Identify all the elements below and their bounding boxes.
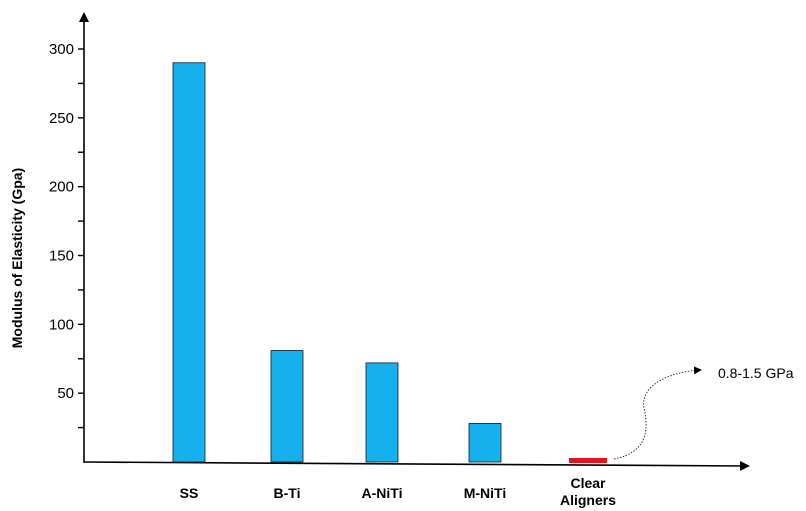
x-tick-label: A-NiTi bbox=[362, 485, 403, 501]
bar-b-ti bbox=[270, 350, 304, 463]
bars bbox=[172, 62, 607, 463]
bar-ss bbox=[172, 62, 206, 463]
x-axis-line bbox=[83, 460, 750, 471]
y-tick-label: 250 bbox=[49, 110, 74, 127]
y-tick-label: 50 bbox=[57, 385, 74, 402]
annotations: 0.8-1.5 GPa bbox=[613, 365, 794, 460]
annotation-arrow bbox=[613, 366, 702, 460]
y-tick-label: 300 bbox=[49, 41, 74, 58]
bar-a-niti bbox=[365, 362, 399, 463]
y-tick-label: 100 bbox=[49, 316, 74, 333]
bar-clear-aligners bbox=[569, 458, 607, 463]
x-tick-label: B-Ti bbox=[274, 485, 301, 501]
y-axis-title: Modulus of Elasticity (Gpa) bbox=[9, 168, 25, 348]
annotation-label: 0.8-1.5 GPa bbox=[718, 365, 794, 381]
y-tick-label: 200 bbox=[49, 179, 74, 196]
axes: 50 100 150 200 250 300 Modulus of Elasticity (… bbox=[9, 12, 750, 471]
x-tick-label: SS bbox=[180, 485, 199, 501]
labels: SS B-Ti A-NiTi M-NiTi Clear Aligners bbox=[180, 475, 617, 508]
x-tick-label: Clear Aligners bbox=[560, 475, 616, 508]
bar-m-niti bbox=[468, 423, 502, 463]
y-tick-label: 150 bbox=[49, 248, 74, 265]
x-tick-label: M-NiTi bbox=[464, 485, 507, 501]
